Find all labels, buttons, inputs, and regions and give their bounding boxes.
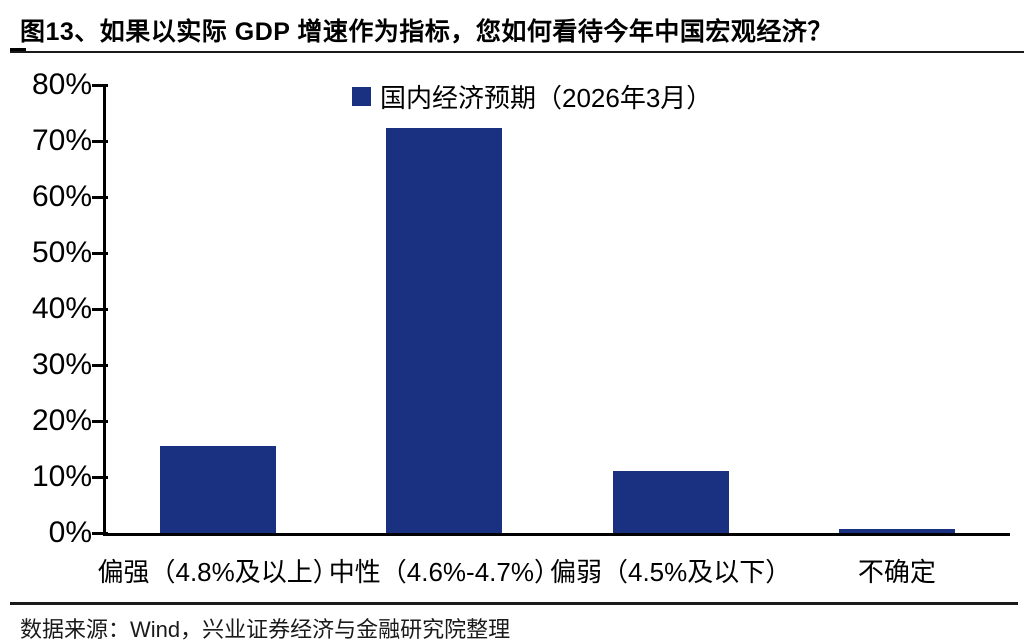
- y-axis-tick-label: 80%: [31, 68, 92, 101]
- y-axis-tick: [92, 139, 108, 143]
- data-source-note: 数据来源：Wind，兴业证券经济与金融研究院整理: [20, 617, 511, 642]
- y-axis-tick: [92, 475, 108, 479]
- y-axis-tick: [92, 307, 108, 311]
- y-axis-tick: [92, 195, 108, 199]
- x-axis-category-label: 不确定: [857, 557, 936, 587]
- y-axis-tick: [92, 83, 108, 87]
- y-axis-tick: [92, 531, 108, 535]
- legend-swatch-icon: [352, 87, 371, 106]
- y-axis-tick-label: 10%: [31, 460, 92, 493]
- chart-title: 图13、如果以实际 GDP 增速作为指标，您如何看待今年中国宏观经济？: [20, 18, 833, 46]
- bar: [612, 470, 729, 533]
- title-underline-dash: [10, 48, 26, 52]
- x-axis-line: [103, 533, 1010, 536]
- bar: [386, 128, 503, 533]
- x-axis-category-label: 中性（4.6%-4.7%）: [328, 557, 560, 587]
- y-axis-line: [103, 85, 106, 536]
- bar: [160, 446, 277, 533]
- legend: 国内经济预期（2026年3月）: [352, 78, 712, 115]
- legend-label: 国内经济预期（2026年3月）: [380, 83, 713, 113]
- y-axis-tick: [92, 419, 108, 423]
- y-axis-tick-label: 70%: [31, 124, 92, 157]
- footer-rule: [10, 602, 1018, 605]
- bar: [838, 529, 955, 533]
- title-underline-rule: [10, 51, 1024, 53]
- y-axis-tick-label: 60%: [31, 180, 92, 213]
- y-axis-tick-label: 50%: [31, 236, 92, 269]
- y-axis-tick-label: 20%: [31, 404, 92, 437]
- y-axis-tick: [92, 251, 108, 255]
- y-axis-tick-label: 0%: [48, 516, 92, 549]
- y-axis-tick-label: 40%: [31, 292, 92, 325]
- x-axis-category-label: 偏强（4.8%及以上）: [97, 557, 339, 587]
- x-axis-category-label: 偏弱（4.5%及以下）: [549, 557, 792, 587]
- y-axis-tick: [92, 363, 108, 367]
- y-axis-tick-label: 30%: [31, 348, 92, 381]
